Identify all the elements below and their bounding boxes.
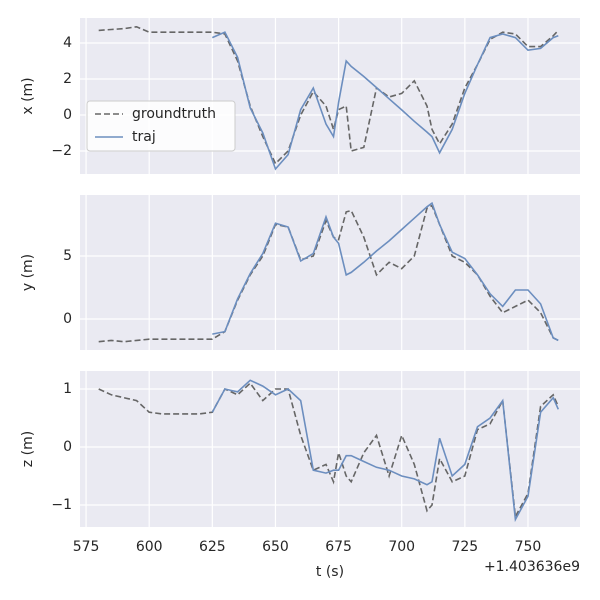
x-tick-label: 750 — [515, 539, 542, 555]
plot-background — [80, 195, 580, 350]
legend-box — [86, 100, 236, 152]
y-axis-label: z (m) — [20, 431, 36, 467]
y-tick-label: 0 — [63, 311, 72, 327]
legend-label: groundtruth — [132, 106, 216, 122]
legend-label: traj — [132, 129, 156, 145]
x-offset-label: +1.403636e9 — [484, 559, 580, 575]
y-tick-label: 4 — [63, 35, 72, 51]
y-axis-label: x (m) — [20, 77, 36, 114]
series-line — [211, 31, 559, 171]
x-tick-label: 725 — [451, 539, 478, 555]
y-axis-label: y (m) — [20, 254, 36, 291]
y-tick-label: 2 — [63, 71, 72, 87]
x-tick-label: 600 — [136, 539, 163, 555]
series-line — [98, 25, 559, 165]
series-line — [98, 204, 559, 343]
y-tick-label: −1 — [51, 497, 72, 513]
x-tick-label: 700 — [388, 539, 415, 555]
x-tick-label: 625 — [199, 539, 226, 555]
x-tick-label: 650 — [262, 539, 289, 555]
plot-background — [80, 371, 580, 527]
y-tick-label: −2 — [51, 143, 72, 159]
x-axis-label: t (s) — [316, 564, 344, 580]
series-line — [212, 201, 559, 342]
y-tick-label: 0 — [63, 107, 72, 123]
x-tick-label: 675 — [325, 539, 352, 555]
series-line — [211, 379, 560, 523]
y-tick-label: 0 — [63, 439, 72, 455]
y-tick-label: 1 — [63, 381, 72, 397]
series-line — [98, 382, 560, 520]
x-tick-label: 575 — [73, 539, 100, 555]
y-tick-label: 5 — [63, 248, 72, 264]
